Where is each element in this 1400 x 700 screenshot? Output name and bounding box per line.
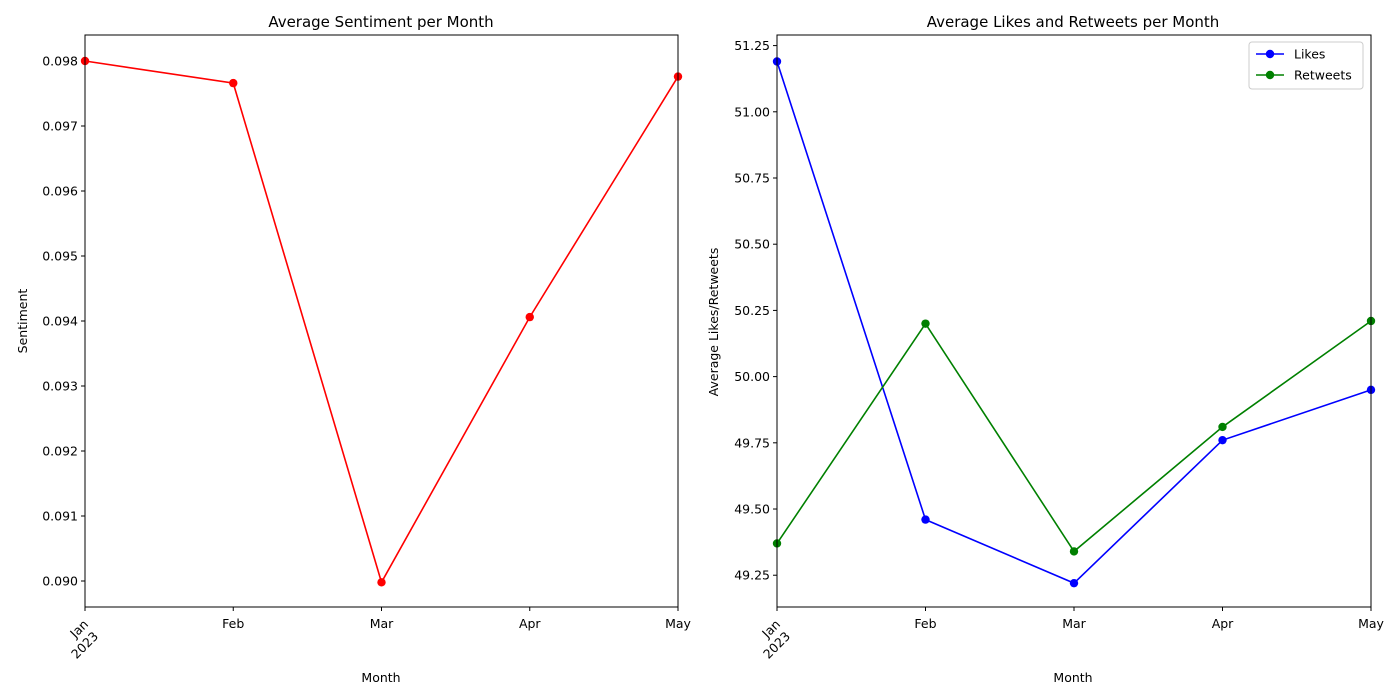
- data-point: [921, 319, 930, 328]
- y-tick-label: 0.092: [42, 444, 78, 459]
- data-point: [525, 312, 534, 322]
- legend-label: Retweets: [1294, 68, 1352, 83]
- y-tick-label: 50.50: [734, 237, 770, 252]
- legend: Likes Retweets: [1248, 41, 1364, 90]
- y-tick-label: 51.25: [734, 38, 770, 53]
- likes-retweets-chart: Average Likes and Retweets per Month 49.…: [706, 13, 1385, 685]
- y-tick-label: 50.00: [734, 369, 770, 384]
- series-line: [776, 320, 1372, 553]
- y-axis-label: Average Likes/Retweets: [706, 248, 721, 397]
- x-tick-label: May: [1358, 616, 1384, 631]
- x-tick-label: May: [665, 616, 691, 631]
- legend-marker: [1265, 49, 1275, 59]
- x-tick-label: Mar: [370, 616, 394, 631]
- chart-title: Average Likes and Retweets per Month: [927, 13, 1220, 31]
- series-line: [776, 61, 1372, 585]
- y-tick-label: 49.25: [734, 568, 770, 583]
- x-axis-label: Month: [361, 670, 400, 685]
- data-point: [229, 78, 238, 88]
- legend-label: Likes: [1294, 47, 1325, 62]
- plot-area: 49.25 49.50 49.75 50.00 50.25 50.50 50.75 51.00…: [734, 38, 1384, 662]
- x-tick-label: Feb: [914, 616, 936, 631]
- y-tick-label: 0.097: [42, 119, 78, 134]
- y-axis-label: Sentiment: [15, 289, 30, 354]
- y-tick-label: 51.00: [734, 104, 770, 119]
- x-tick-label: Apr: [519, 616, 541, 631]
- x-tick-label: Apr: [1212, 616, 1234, 631]
- data-point: [1218, 435, 1227, 445]
- data-point: [1069, 547, 1079, 556]
- y-tick-label: 0.091: [42, 509, 78, 524]
- data-point: [1069, 578, 1079, 588]
- axes-frame: [84, 34, 679, 608]
- x-tick-label: Mar: [1062, 616, 1086, 631]
- y-tick-label: 0.093: [42, 379, 78, 394]
- y-tick-label: 0.098: [42, 54, 78, 69]
- x-tick-label: Feb: [222, 616, 244, 631]
- x-axis-label: Month: [1053, 670, 1092, 685]
- data-point: [1218, 422, 1227, 432]
- legend-marker: [1265, 70, 1275, 80]
- y-tick-label: 49.75: [734, 435, 770, 450]
- y-tick-label: 0.090: [42, 574, 78, 589]
- y-tick-label: 50.75: [734, 171, 770, 186]
- series-line: [84, 60, 679, 585]
- data-point: [921, 515, 930, 524]
- sentiment-chart: Average Sentiment per Month 0.0900.0910.…: [15, 13, 692, 685]
- y-tick-label: 0.096: [42, 184, 78, 199]
- y-tick-label: 0.095: [42, 249, 78, 264]
- y-tick-label: 50.25: [734, 303, 770, 318]
- data-point: [377, 578, 386, 587]
- chart-title: Average Sentiment per Month: [268, 13, 493, 31]
- plot-area: 0.090 0.091 0.092 0.093 0.094 0.095 0.096 0.097…: [42, 54, 691, 662]
- y-tick-label: 49.50: [734, 502, 770, 517]
- axes-frame: [776, 34, 1372, 608]
- y-tick-label: 0.094: [42, 314, 78, 329]
